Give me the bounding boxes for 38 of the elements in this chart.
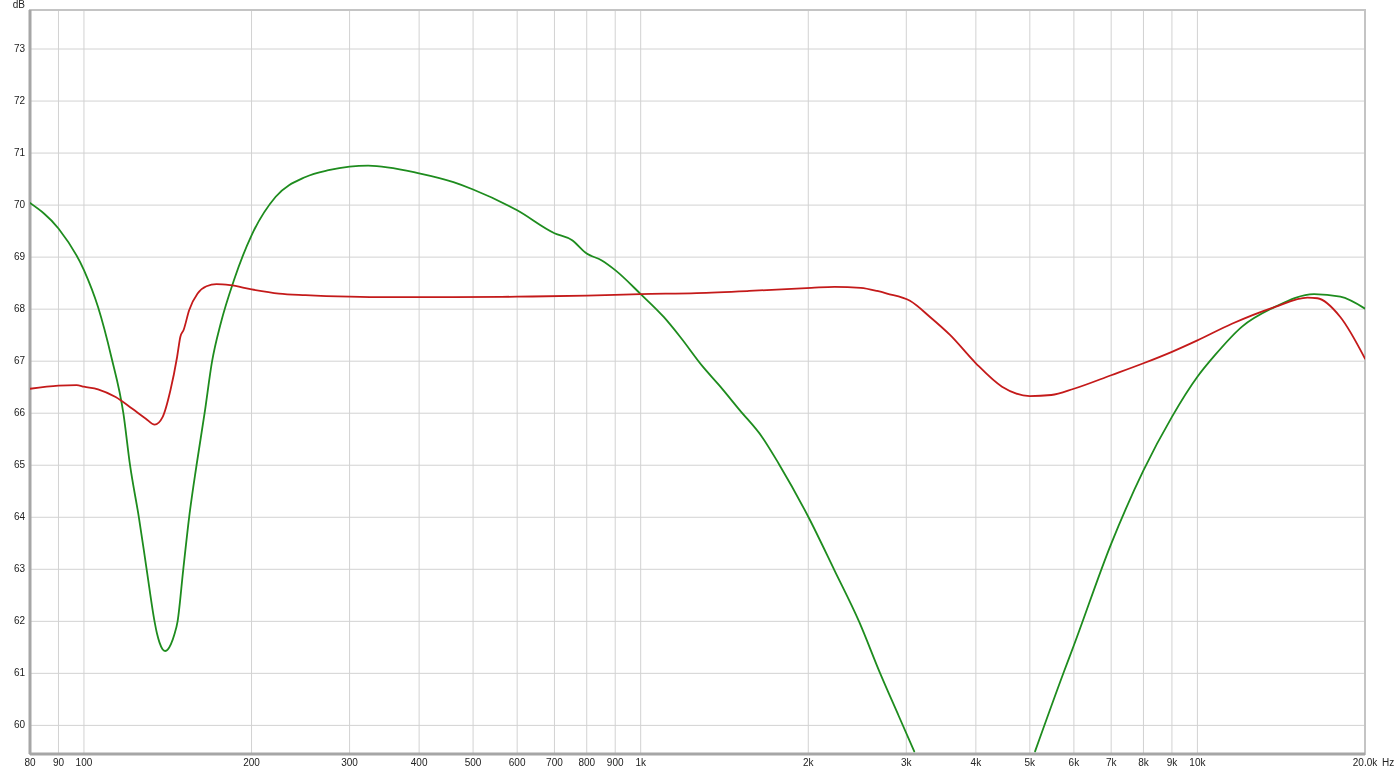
x-tick-label: 3k (901, 757, 913, 768)
x-tick-label: 20.0k (1352, 757, 1379, 768)
x-tick-label: 6k (1068, 757, 1081, 768)
y-tick-label: 65 (13, 458, 26, 470)
y-axis-title: dB (12, 0, 26, 10)
x-tick-label: 1k (635, 757, 647, 768)
y-tick-label: 69 (13, 250, 26, 262)
x-axis-title: Hz (1382, 757, 1395, 768)
x-tick-label: 300 (341, 757, 359, 768)
x-tick-label: 600 (508, 757, 526, 768)
x-tick-label: 900 (606, 757, 624, 768)
x-tick-label: 10k (1189, 757, 1207, 768)
x-tick-label: 400 (410, 757, 428, 768)
x-tick-label: 5k (1024, 757, 1037, 768)
y-tick-label: 60 (13, 719, 26, 731)
x-tick-label: 4k (970, 757, 983, 768)
x-tick-label: 2k (802, 757, 815, 768)
y-tick-label: 67 (13, 354, 26, 366)
x-tick-label: 100 (75, 757, 93, 768)
x-tick-label: 7k (1105, 757, 1118, 768)
x-tick-label: 80 (24, 757, 36, 768)
y-tick-label: 72 (13, 94, 26, 106)
y-tick-label: 71 (13, 146, 26, 158)
x-tick-label: 90 (52, 757, 65, 768)
x-tick-label: 800 (578, 757, 596, 768)
x-tick-label: 700 (546, 757, 564, 768)
y-tick-label: 68 (13, 302, 26, 314)
x-tick-label: 200 (243, 757, 261, 768)
y-tick-label: 70 (13, 198, 26, 210)
y-tick-label: 62 (13, 614, 26, 626)
x-tick-label: 9k (1166, 757, 1179, 768)
x-tick-label: 8k (1138, 757, 1150, 768)
y-tick-label: 64 (13, 510, 26, 522)
y-tick-label: 63 (13, 562, 26, 574)
x-tick-label: 500 (464, 757, 482, 768)
y-tick-label: 66 (13, 406, 26, 418)
y-tick-label: 61 (13, 667, 26, 678)
y-tick-label: 73 (13, 42, 26, 54)
